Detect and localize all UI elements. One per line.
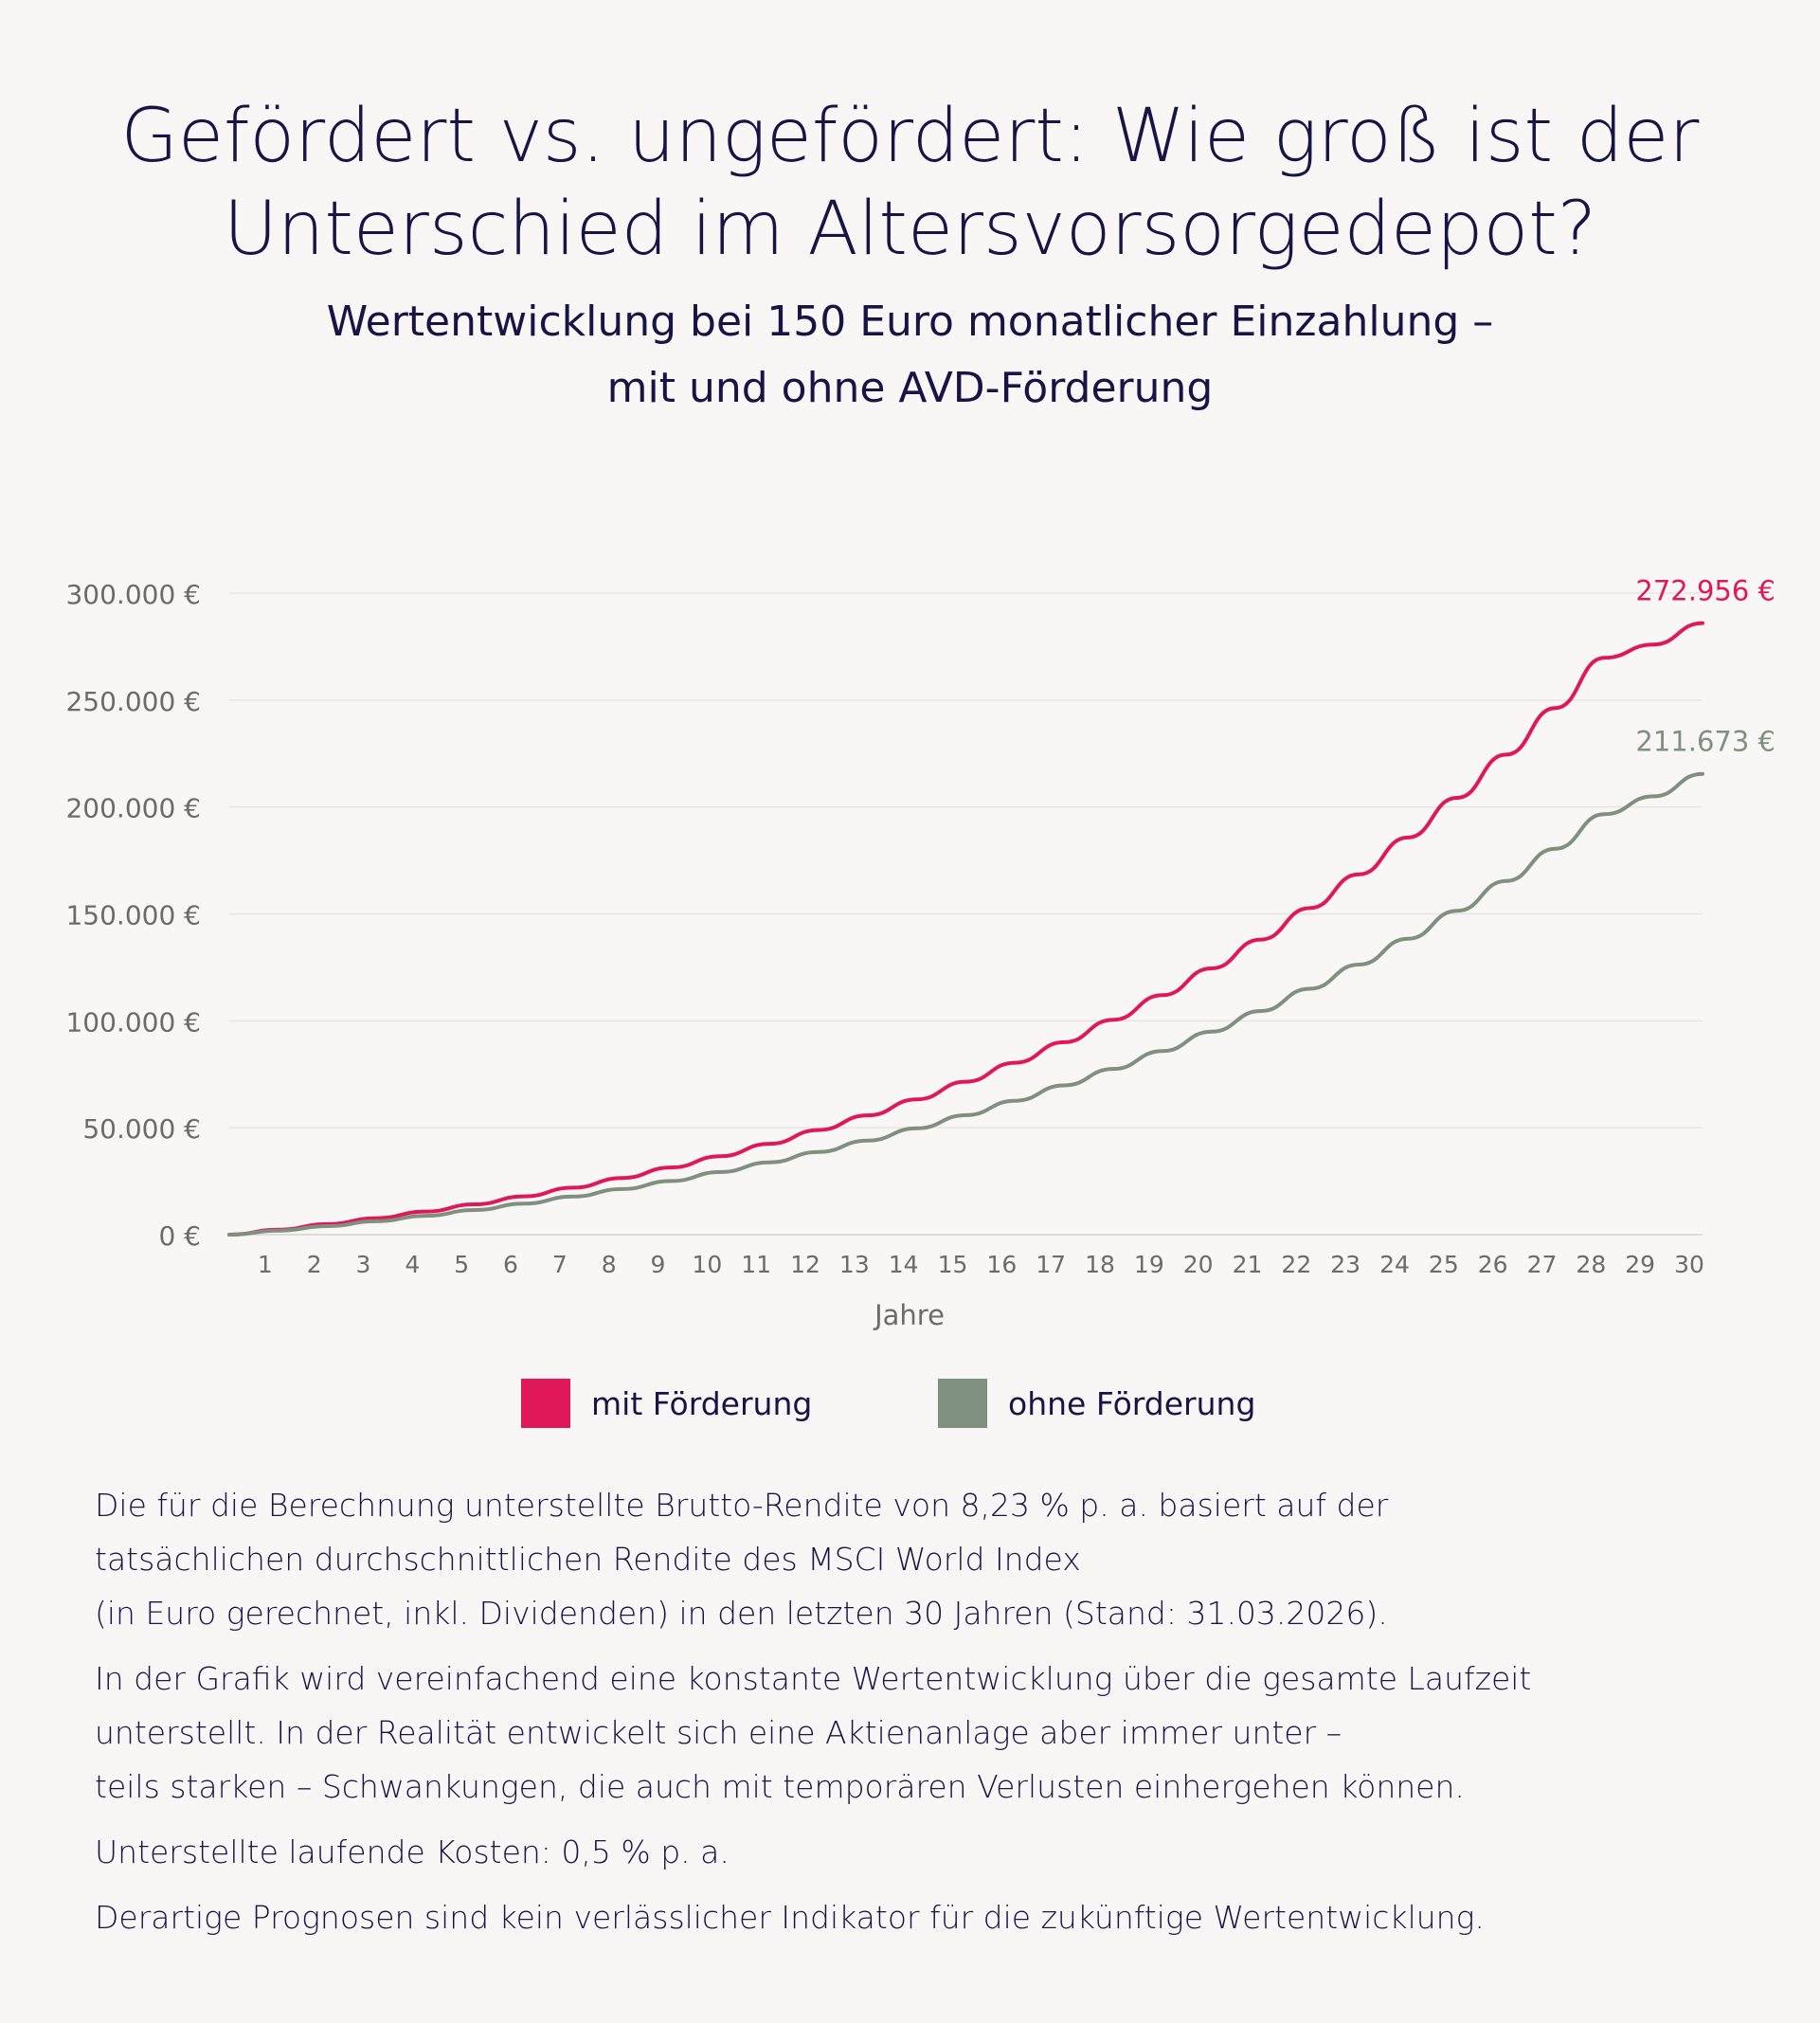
footnotes: Die für die Berechnung unterstellte Brut… [95, 1478, 1762, 1956]
chart-title: Gefördert vs. ungefördert: Wie groß ist … [57, 90, 1763, 276]
chart-subtitle-line-1: Wertentwicklung bei 150 Euro monatlicher… [326, 298, 1494, 346]
chart-subtitle-line-2: mit und ohne AVD-Förderung [606, 364, 1214, 412]
note-prognose: Derartige Prognosen sind kein verlässlic… [95, 1899, 1485, 1936]
x-tick-label: 24 [1379, 1251, 1410, 1278]
x-tick-label: 13 [839, 1251, 870, 1278]
legend-item-ohne-foerderung: ohne Förderung [938, 1379, 1255, 1428]
series-line-mit-foerderung [227, 621, 1704, 1237]
x-axis-label: Jahre [873, 1299, 945, 1331]
legend-label-ohne-foerderung: ohne Förderung [1008, 1384, 1256, 1422]
x-tick-label: 8 [602, 1251, 617, 1278]
legend-swatch-mit-foerderung [521, 1379, 570, 1428]
end-label-ohne-foerderung: 211.673 € [1635, 726, 1775, 758]
note-wertentwicklung-line-1: In der Grafik wird vereinfachend eine ko… [95, 1660, 1532, 1697]
x-tick-label: 21 [1233, 1251, 1263, 1278]
note-rendite-line-2: tatsächlichen durchschnittlichen Rendite… [95, 1541, 1081, 1578]
y-tick-label: 150.000 € [65, 900, 201, 931]
x-tick-label: 7 [552, 1251, 568, 1278]
chart-title-line-1: Gefördert vs. ungefördert: Wie groß ist … [120, 94, 1700, 179]
series-line-ohne-foerderung [227, 771, 1704, 1237]
x-tick-label: 11 [741, 1251, 771, 1278]
x-tick-label: 6 [503, 1251, 518, 1278]
x-tick-label: 12 [790, 1251, 820, 1278]
chart-title-line-2: Unterschied im Altersvorsorgedepot? [223, 187, 1597, 272]
x-tick-label: 26 [1478, 1251, 1508, 1278]
x-tick-label: 17 [1036, 1251, 1066, 1278]
x-tick-label: 14 [889, 1251, 919, 1278]
x-tick-label: 27 [1527, 1251, 1558, 1278]
x-tick-label: 9 [651, 1251, 666, 1278]
x-tick-label: 3 [356, 1251, 371, 1278]
y-tick-label: 50.000 € [82, 1113, 201, 1145]
y-tick-label: 0 € [158, 1220, 201, 1252]
note-kosten: Unterstellte laufende Kosten: 0,5 % p. a… [95, 1833, 730, 1870]
line-chart: 0 €50.000 €100.000 €150.000 €200.000 €25… [65, 575, 1775, 1331]
legend-item-mit-foerderung: mit Förderung [521, 1379, 812, 1428]
legend-label-mit-foerderung: mit Förderung [591, 1384, 813, 1422]
legend-swatch-ohne-foerderung [938, 1379, 987, 1428]
x-tick-label: 30 [1674, 1251, 1704, 1278]
x-tick-label: 28 [1576, 1251, 1606, 1278]
y-tick-label: 100.000 € [65, 1006, 201, 1038]
x-tick-label: 18 [1085, 1251, 1115, 1278]
x-tick-label: 22 [1281, 1251, 1311, 1278]
end-label-mit-foerderung: 272.956 € [1635, 575, 1775, 607]
x-tick-label: 1 [258, 1251, 273, 1278]
x-tick-label: 29 [1625, 1251, 1655, 1278]
x-tick-label: 4 [405, 1251, 420, 1278]
x-tick-label: 2 [307, 1251, 322, 1278]
x-tick-label: 23 [1330, 1251, 1360, 1278]
x-tick-label: 25 [1429, 1251, 1459, 1278]
x-tick-label: 10 [692, 1251, 722, 1278]
y-tick-label: 300.000 € [65, 579, 201, 610]
y-tick-label: 250.000 € [65, 686, 201, 717]
x-tick-label: 15 [938, 1251, 968, 1278]
note-wertentwicklung-line-3: teils starken – Schwankungen, die auch m… [95, 1768, 1465, 1805]
chart-legend: mit Förderung ohne Förderung [0, 1379, 1820, 1436]
note-wertentwicklung-line-2: unterstellt. In der Realität entwickelt … [95, 1714, 1342, 1751]
x-tick-label: 20 [1183, 1251, 1214, 1278]
note-rendite-line-1: Die für die Berechnung unterstellte Brut… [95, 1487, 1389, 1524]
note-rendite-line-3: (in Euro gerechnet, inkl. Dividenden) in… [95, 1595, 1388, 1632]
x-tick-label: 5 [454, 1251, 469, 1278]
chart-subtitle: Wertentwicklung bei 150 Euro monatlicher… [57, 289, 1763, 422]
y-tick-label: 200.000 € [65, 793, 201, 824]
note-rendite: Die für die Berechnung unterstellte Brut… [95, 1478, 1762, 1640]
x-tick-label: 19 [1134, 1251, 1164, 1278]
note-wertentwicklung: In der Grafik wird vereinfachend eine ko… [95, 1652, 1762, 1814]
x-tick-label: 16 [986, 1251, 1017, 1278]
